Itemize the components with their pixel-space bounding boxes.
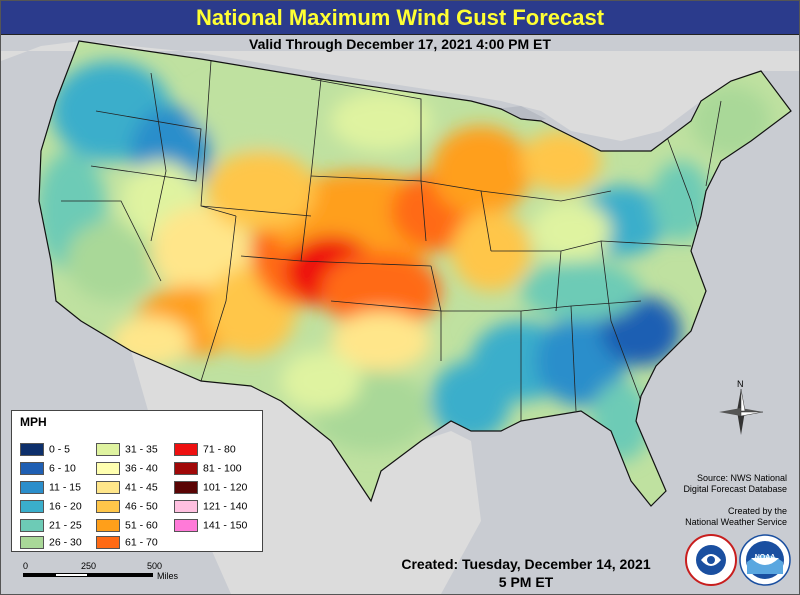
legend-label: 141 - 150 xyxy=(203,519,248,532)
created-line-1: Created: Tuesday, December 14, 2021 xyxy=(401,556,651,572)
legend-swatch xyxy=(20,536,44,549)
source-text: Source: NWS National Digital Forecast Da… xyxy=(683,473,787,495)
scale-segment xyxy=(23,573,55,577)
legend-swatch xyxy=(96,519,120,532)
legend-label: 101 - 120 xyxy=(203,481,248,494)
legend-swatch xyxy=(174,443,198,456)
legend-title: MPH xyxy=(20,415,47,429)
valid-through-text: Valid Through December 17, 2021 4:00 PM … xyxy=(249,36,551,52)
legend-label: 31 - 35 xyxy=(125,443,158,456)
us-outline xyxy=(38,40,792,507)
scale-bar: 0 250 500 Miles xyxy=(23,561,223,585)
legend-item: 141 - 150 xyxy=(174,519,247,532)
credit-text: Created by the National Weather Service xyxy=(685,506,787,528)
legend-label: 61 - 70 xyxy=(125,536,158,549)
legend-item: 61 - 70 xyxy=(96,536,158,549)
legend-label: 36 - 40 xyxy=(125,462,158,475)
legend-item: 21 - 25 xyxy=(20,519,82,532)
legend-item: 101 - 120 xyxy=(174,481,247,494)
legend-item: 81 - 100 xyxy=(174,462,242,475)
nws-logo-icon xyxy=(685,534,737,586)
legend-item: 121 - 140 xyxy=(174,500,247,513)
legend-label: 121 - 140 xyxy=(203,500,248,513)
scale-label-500: 500 xyxy=(147,561,163,571)
noaa-logo-icon: NOAA xyxy=(739,534,791,586)
legend-swatch xyxy=(20,481,44,494)
legend-swatch xyxy=(96,443,120,456)
legend-swatch xyxy=(96,462,120,475)
legend-swatch xyxy=(96,481,120,494)
north-label: N xyxy=(737,379,744,389)
created-line-2: 5 PM ET xyxy=(498,574,554,590)
source-line-1: Source: NWS National xyxy=(696,473,787,483)
legend-label: 46 - 50 xyxy=(125,500,158,513)
scale-segment xyxy=(87,573,153,577)
legend-label: 81 - 100 xyxy=(203,462,242,475)
legend-item: 16 - 20 xyxy=(20,500,82,513)
created-timestamp: Created: Tuesday, December 14, 2021 5 PM… xyxy=(396,555,656,591)
legend-item: 31 - 35 xyxy=(96,443,158,456)
legend-item: 0 - 5 xyxy=(20,443,70,456)
legend-label: 71 - 80 xyxy=(203,443,236,456)
scale-unit: Miles xyxy=(157,571,179,581)
legend-label: 26 - 30 xyxy=(49,536,82,549)
legend-label: 41 - 45 xyxy=(125,481,158,494)
legend-label: 21 - 25 xyxy=(49,519,82,532)
legend-swatch xyxy=(20,443,44,456)
legend-swatch xyxy=(20,462,44,475)
legend-item: 41 - 45 xyxy=(96,481,158,494)
legend-swatch xyxy=(96,500,120,513)
legend-swatch xyxy=(174,519,198,532)
legend-item: 36 - 40 xyxy=(96,462,158,475)
legend-item: 6 - 10 xyxy=(20,462,76,475)
legend-label: 0 - 5 xyxy=(49,443,71,456)
legend-swatch xyxy=(174,462,198,475)
canada-land xyxy=(1,41,799,141)
legend-item: 51 - 60 xyxy=(96,519,158,532)
legend-item: 71 - 80 xyxy=(174,443,236,456)
credit-line-1: Created by the xyxy=(727,506,787,516)
legend-item: 46 - 50 xyxy=(96,500,158,513)
legend-swatch xyxy=(20,500,44,513)
svg-text:NOAA: NOAA xyxy=(755,554,776,561)
compass-icon xyxy=(719,389,763,435)
state-boundaries xyxy=(61,60,722,421)
legend: MPH 0 - 5 6 - 10 11 - 15 16 - 20 21 - 25… xyxy=(11,410,263,552)
scale-segment xyxy=(55,573,89,577)
legend-swatch xyxy=(174,481,198,494)
legend-label: 51 - 60 xyxy=(125,519,158,532)
legend-swatch xyxy=(96,536,120,549)
legend-swatch xyxy=(174,500,198,513)
map-title: National Maximum Wind Gust Forecast xyxy=(1,1,799,35)
legend-label: 6 - 10 xyxy=(49,462,76,475)
legend-label: 11 - 15 xyxy=(49,481,81,494)
legend-item: 26 - 30 xyxy=(20,536,82,549)
credit-line-2: National Weather Service xyxy=(685,517,787,527)
scale-label-250: 250 xyxy=(81,561,97,571)
legend-item: 11 - 15 xyxy=(20,481,81,494)
scale-label-0: 0 xyxy=(23,561,29,571)
legend-swatch xyxy=(20,519,44,532)
legend-label: 16 - 20 xyxy=(49,500,82,513)
source-line-2: Digital Forecast Database xyxy=(683,484,787,494)
